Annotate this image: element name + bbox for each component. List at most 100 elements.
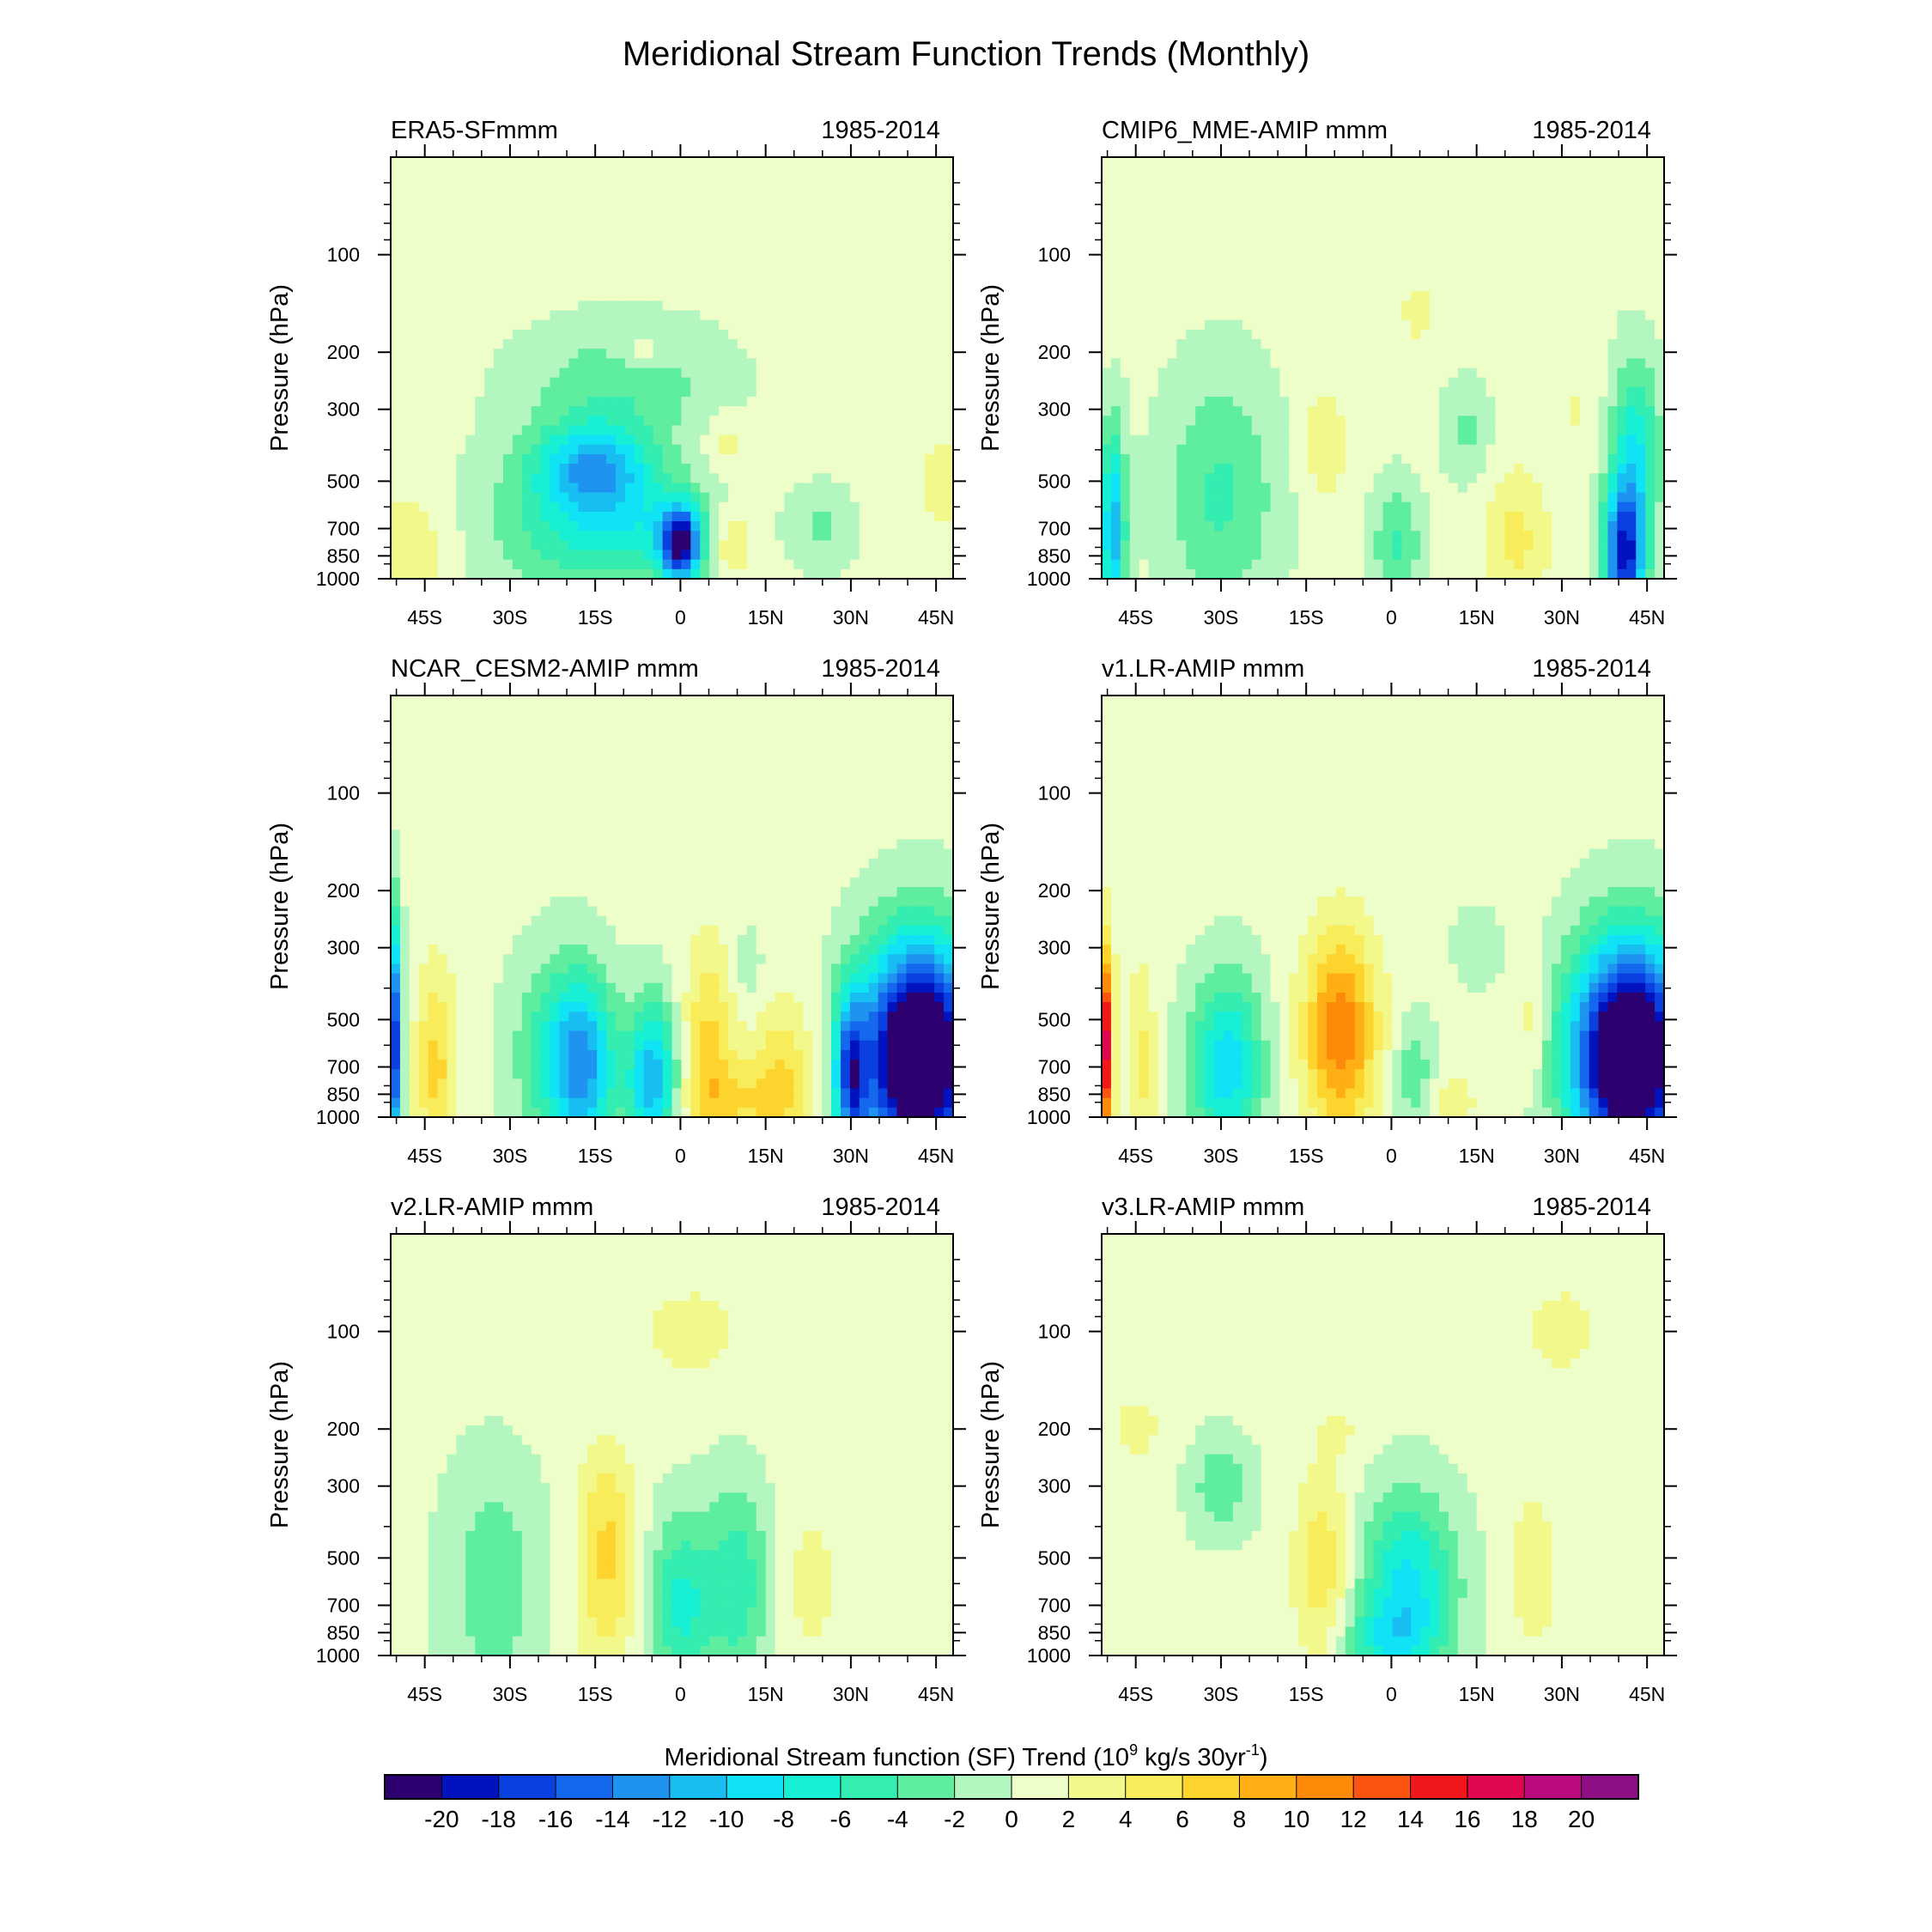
field-cell: [606, 386, 617, 398]
field-cell: [597, 271, 607, 283]
field-cell: [719, 531, 729, 541]
field-cell: [1485, 349, 1497, 359]
field-cell: [1448, 453, 1459, 465]
field-cell: [1495, 501, 1506, 513]
field-cell: [1533, 204, 1543, 216]
field-cell: [512, 386, 523, 398]
field-cell: [550, 396, 561, 407]
field-cell: [465, 540, 476, 551]
field-cell: [1279, 252, 1290, 264]
field-cell: [812, 483, 823, 494]
field-cell: [878, 195, 889, 206]
field-cell: [793, 243, 804, 254]
field-cell: [887, 396, 898, 407]
field-cell: [606, 434, 617, 446]
field-cell: [1335, 319, 1346, 331]
field-cell: [662, 377, 673, 388]
field-cell: [653, 453, 664, 465]
field-cell: [1102, 282, 1112, 292]
field-cell: [1457, 204, 1468, 216]
field-cell: [784, 234, 795, 245]
field-cell: [1542, 234, 1552, 245]
field-cell: [756, 224, 767, 234]
field-cell: [653, 349, 664, 359]
field-cell: [606, 531, 617, 541]
field-cell: [1392, 301, 1402, 312]
field-cell: [521, 377, 532, 388]
field-cell: [719, 568, 729, 579]
field-cell: [1186, 224, 1196, 234]
field-cell: [822, 185, 832, 197]
field-cell: [634, 291, 645, 301]
field-cell: [399, 176, 410, 187]
field-cell: [1242, 252, 1253, 264]
field-cell: [634, 224, 645, 234]
field-cell: [756, 358, 767, 369]
field-cell: [1430, 425, 1440, 436]
field-cell: [719, 540, 729, 551]
field-cell: [671, 483, 683, 494]
field-cell: [1476, 368, 1487, 379]
field-cell: [1523, 444, 1534, 455]
field-cell: [475, 262, 485, 273]
field-cell: [1298, 425, 1309, 436]
field-cell: [578, 453, 588, 465]
field-cell: [793, 473, 804, 484]
field-cell: [540, 291, 551, 301]
field-cell: [1373, 406, 1384, 416]
field-cell: [597, 243, 607, 254]
field-cell: [512, 550, 523, 561]
field-cell: [597, 396, 607, 407]
field-cell: [1195, 271, 1206, 283]
field-cell: [1626, 319, 1637, 331]
field-cell: [521, 434, 532, 446]
field-cell: [606, 262, 617, 273]
field-cell: [944, 425, 953, 436]
field-cell: [690, 483, 701, 494]
field-cell: [643, 167, 654, 177]
field-cell: [1120, 358, 1131, 369]
field-cell: [1373, 483, 1384, 494]
field-cell: [1298, 167, 1309, 177]
field-cell: [597, 339, 607, 349]
field-cell: [728, 464, 738, 474]
field-cell: [1102, 271, 1112, 283]
field-cell: [578, 195, 588, 206]
field-cell: [1242, 339, 1253, 349]
field-cell: [1579, 271, 1590, 283]
field-cell: [550, 511, 561, 522]
field-cell: [775, 301, 786, 312]
field-cell: [822, 425, 832, 436]
field-cell: [915, 252, 926, 264]
field-cell: [1382, 483, 1394, 494]
field-cell: [878, 301, 889, 312]
field-cell: [1495, 473, 1506, 484]
field-cell: [456, 243, 466, 254]
field-cell: [494, 195, 504, 206]
field-cell: [1232, 204, 1243, 216]
field-cell: [475, 214, 485, 225]
field-cell: [1270, 406, 1281, 416]
field-cell: [428, 377, 439, 388]
field-cell: [1120, 282, 1131, 292]
field-cell: [756, 377, 767, 388]
field-cell: [915, 434, 926, 446]
field-cell: [1317, 358, 1327, 369]
field-cell: [1148, 358, 1159, 369]
field-cell: [1523, 349, 1534, 359]
field-cell: [1523, 483, 1534, 494]
field-cell: [1232, 416, 1243, 427]
field-cell: [587, 319, 598, 331]
field-cell: [925, 521, 935, 532]
field-cell: [1205, 195, 1215, 206]
field-cell: [1392, 425, 1402, 436]
field-cell: [812, 358, 823, 369]
field-cell: [784, 444, 795, 455]
field-cell: [1205, 511, 1215, 522]
field-cell: [1251, 434, 1262, 446]
field-cell: [597, 444, 607, 455]
field-cell: [653, 234, 664, 245]
field-cell: [690, 319, 701, 331]
field-cell: [1570, 185, 1581, 197]
field-cell: [1298, 234, 1309, 245]
